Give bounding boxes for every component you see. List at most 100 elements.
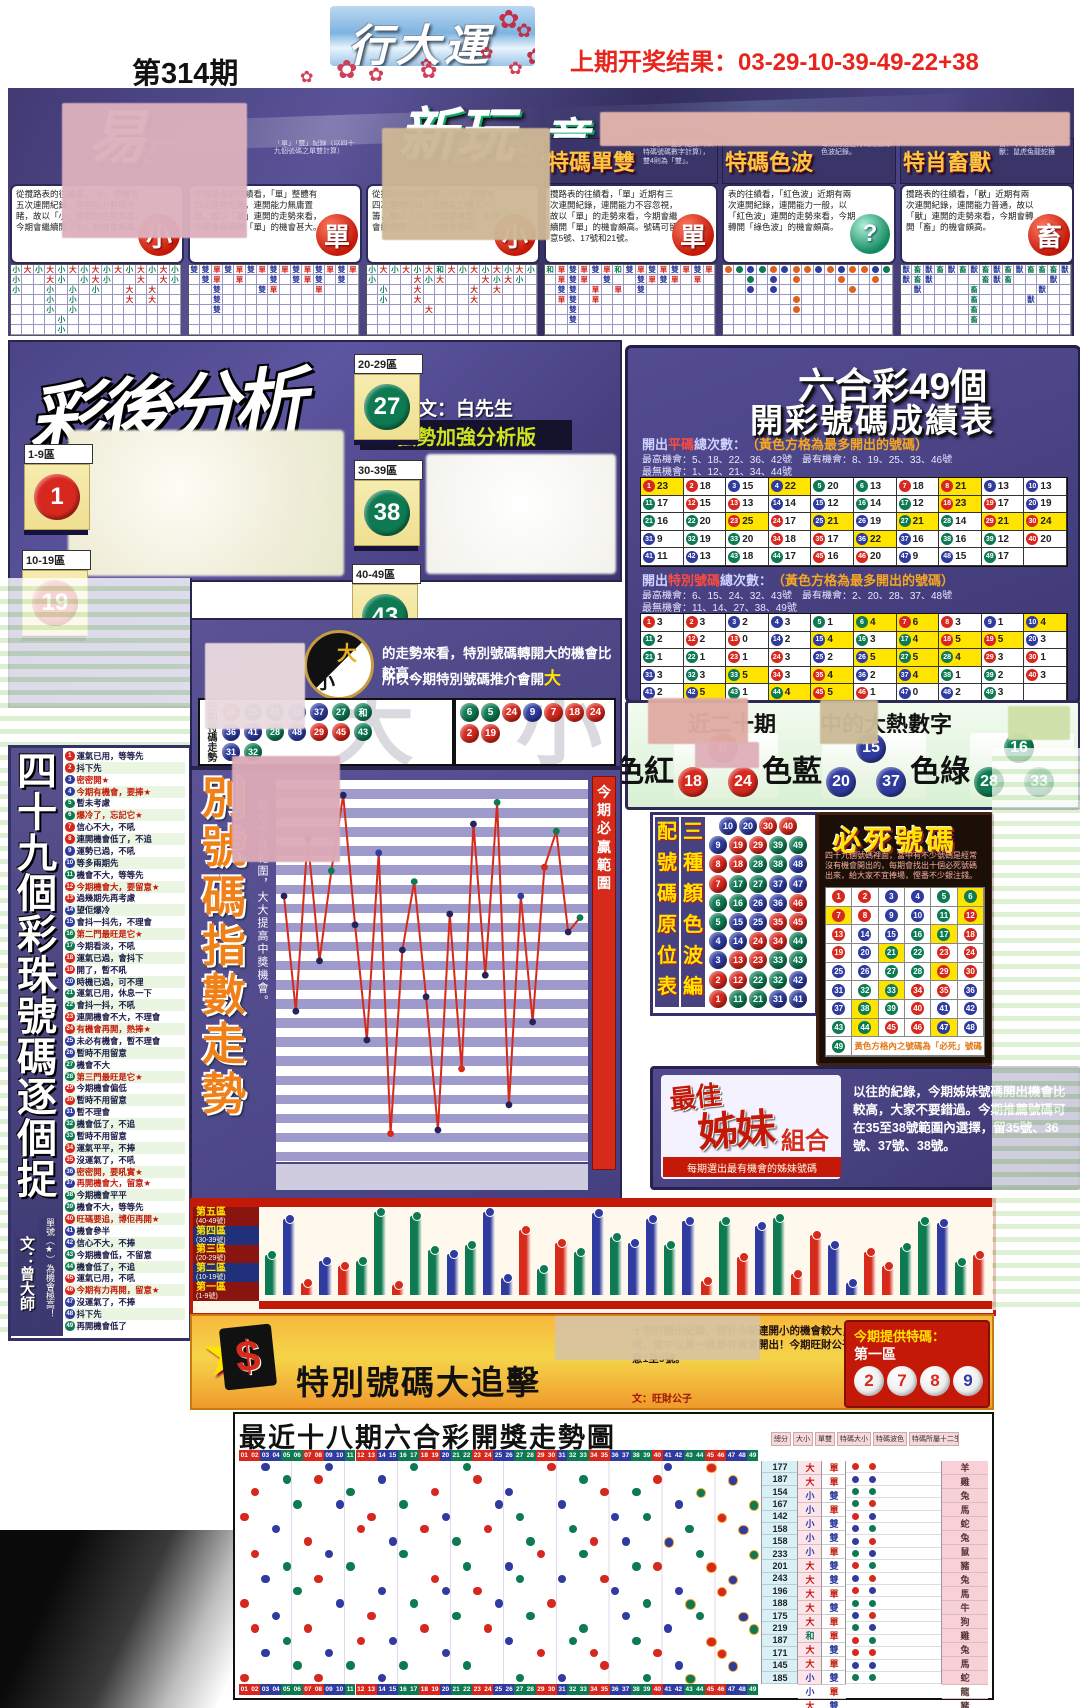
zone-bar-cap [575,1247,586,1257]
special-dot [869,1574,876,1582]
trend-cell [646,285,659,295]
index-point [517,892,525,900]
forecast-body-text: 表的往績看，「紅色波」近期有兩次連開紀錄，連開能力一般，以「紅色波」連開的走勢來… [728,189,856,233]
trend-cell [514,285,526,295]
score-count: 16 [912,533,924,545]
trend-cell [1014,295,1026,305]
death-ball: 34 [911,983,925,997]
recent18-size: 小 [798,1517,822,1531]
number-ball: 36 [769,893,787,912]
number-ball: 4 [709,932,727,951]
trend-cell [590,305,602,315]
score-cell: 22 1 [683,649,727,667]
forecast-card: 表的往績看，「紅色波」近期有兩次連開紀錄，連開能力一般，以「紅色波」連開的走勢來… [722,184,896,264]
heading-rest: 總次數： [694,437,747,452]
catch49-text: 連開機會不大，不理會 [76,1012,161,1023]
color-dot [747,276,755,283]
draw-dot [621,1611,630,1621]
recent18-col-headers: 總分大小單雙特碼大小特碼波色特碼所屬十二生肖 [771,1416,989,1446]
color-dot [792,306,800,313]
trend-cell: 大 [468,265,481,275]
heading-open: 開出 [642,573,669,588]
score-cell: 17 12 [896,495,940,514]
trend-cell [124,275,136,285]
trend-cell [400,275,413,285]
trend-cell [279,325,291,335]
redaction-box [205,643,305,729]
trend-cell: 雙 [646,265,659,275]
score-cell: 11 17 [641,495,684,514]
pairing-title-char: 原 [657,914,677,936]
draw-dot [261,1649,270,1658]
trend-cell [624,315,636,325]
recent18-dot-row [846,1635,942,1648]
score-cell: 35 4 [811,666,854,685]
trend-cell [146,305,159,315]
trend-cell [200,295,212,305]
trend-cell [146,275,159,285]
recent18-dot-row [846,1548,942,1561]
trend-cell [578,285,591,295]
trend-cell [1002,285,1015,295]
catch49-text: 密密開★ [76,774,110,785]
catch49-item: 6 爆冷了，忘記它★ [65,809,185,822]
catch49-title-char: 逐 [17,1076,57,1121]
draw-dot [642,1673,652,1683]
verdict-glyph: 單 [323,221,350,252]
recent18-oe: 雙 [822,1517,846,1531]
catch49-title-char: 十 [17,790,57,835]
trend-cell [378,325,390,335]
pairing-title-b: 三種顏色波編 [681,817,705,1007]
score-ball: 13 [728,497,741,510]
recent18-oe: 單 [822,1685,846,1699]
trend-cell: 獸 [1059,265,1071,275]
recent18-total: 177 [762,1461,798,1474]
trend-cell [1059,275,1071,285]
score-count: 11 [657,551,668,563]
trend-cell [245,295,257,305]
trend-cell [423,285,435,295]
recent18-dot-row [846,1523,942,1536]
recent18-zodiac: 蛇 [942,1671,988,1685]
catch49-text: 再開機會大，留意★ [76,1178,152,1189]
plot-band [276,941,588,952]
zone-bar [882,1260,895,1295]
trend-cell [836,285,848,295]
score-ball: 12 [685,633,698,646]
score-count: 16 [827,551,839,563]
death-cell: 34 [905,981,932,1000]
zone-bar [283,1214,296,1295]
score-ball: 22 [685,515,698,528]
catch49-item: 43 今期機會低，不留意 [65,1248,185,1261]
score-ball: 24 [770,651,783,664]
trend-cell [779,285,791,295]
trend-cell: 小 [514,275,526,285]
color-dot [803,266,811,273]
score-cell: 34 18 [768,530,812,549]
recent18-total: 158 [762,1535,798,1548]
index-point [481,971,489,979]
score-count: 15 [699,498,711,510]
trend-cell: 雙 [313,265,325,275]
color-dot [747,266,755,273]
verdict-glyph: 畜 [1035,221,1062,252]
death-cell: 6 [957,888,984,907]
draw-dot [600,1574,609,1583]
color-dot [849,266,857,273]
death-cell: 35 [931,981,958,1000]
trend-cell [601,315,613,325]
forecast-card: 攬路表的往績看，「單」近期有三次連開紀錄，連開能力不容忽視，故以「單」的走勢來看… [544,184,718,264]
trend-cell: 單 [234,275,246,285]
zone-bar [337,1260,350,1295]
score-ball: 3 [728,480,741,493]
trend-cell [946,325,958,335]
trend-cell [313,305,325,315]
draw-dot [325,1549,334,1559]
score-ball: 21 [643,651,655,664]
score-ball: 1 [643,480,655,493]
trend-cell [502,295,515,305]
trend-cell [723,325,735,335]
zone-bar [446,1248,459,1295]
number-ball: 18 [729,855,747,874]
